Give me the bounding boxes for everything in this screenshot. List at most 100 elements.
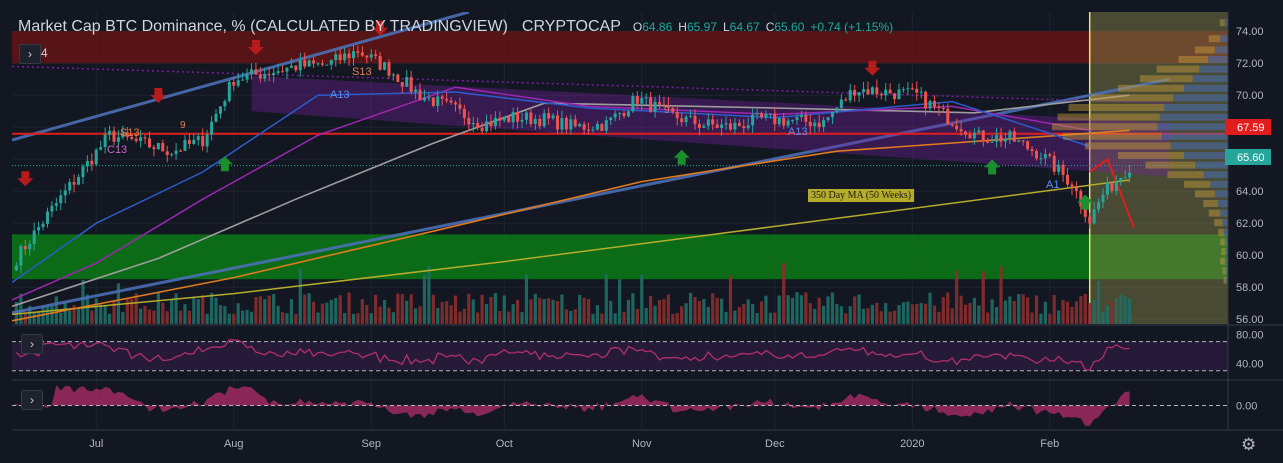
volume-bar	[857, 294, 861, 324]
candle-body	[955, 125, 959, 130]
rsi-pane-toggle-button[interactable]: ›	[21, 334, 43, 354]
volume-profile	[1052, 19, 1228, 284]
volume-bar	[1083, 293, 1087, 324]
volume-profile-bar	[1063, 132, 1162, 140]
indicators-toggle-button[interactable]: ›	[19, 44, 41, 64]
candle-body	[249, 69, 253, 75]
last-price-badge-bg	[1225, 149, 1271, 165]
candle-body	[187, 140, 191, 144]
candle-body	[196, 136, 200, 140]
volume-profile-bar	[1167, 171, 1204, 179]
volume-bar	[351, 313, 356, 324]
candle-body	[161, 142, 165, 152]
candle-body	[440, 96, 444, 99]
candle-body	[68, 182, 72, 191]
volume-profile-bar	[1225, 248, 1228, 255]
candle-body	[431, 97, 435, 106]
candle-body	[609, 117, 613, 121]
buy-signal-arrow	[216, 156, 233, 172]
volume-bar	[445, 301, 449, 324]
volume-bar	[542, 298, 546, 324]
gear-icon[interactable]: ⚙	[1241, 435, 1257, 454]
ma-blue-line	[12, 91, 1090, 284]
candle-body	[378, 55, 382, 70]
candle-body	[817, 122, 821, 127]
volume-bar	[813, 308, 817, 324]
volume-bar	[1101, 311, 1105, 324]
candle-body	[751, 114, 755, 126]
volume-bar	[657, 300, 662, 324]
candle-body	[866, 89, 870, 95]
volume-bar	[258, 296, 262, 324]
volume-bar	[711, 293, 715, 324]
volume-bar	[94, 298, 98, 324]
candle-body	[959, 129, 963, 132]
x-tick-label: Sep	[361, 438, 381, 450]
volume-bar	[396, 293, 400, 324]
volume-bar	[702, 298, 706, 324]
candle-body	[564, 118, 568, 130]
candle-body	[582, 124, 586, 130]
volume-bar	[635, 308, 639, 324]
x-tick-label: Oct	[496, 438, 513, 450]
y-tick-label: 64.00	[1236, 186, 1264, 198]
buy-signal-arrow	[673, 149, 690, 165]
candle-body	[1012, 131, 1016, 142]
candle-body	[396, 74, 400, 82]
volume-bar	[649, 295, 653, 324]
volume-bar	[205, 313, 209, 324]
chart-title: Market Cap BTC Dominance, % (CALCULATED …	[18, 18, 508, 35]
candle-body	[493, 117, 497, 127]
candle-body	[112, 130, 116, 142]
volume-bar	[112, 300, 116, 324]
volume-bar	[826, 296, 830, 324]
rsi-pane	[12, 339, 1228, 372]
chevron-right-icon: ›	[28, 47, 32, 61]
volume-bar	[458, 311, 462, 324]
candle-body	[591, 129, 595, 131]
volume-bar	[968, 303, 972, 324]
ma-gray-line	[12, 94, 1130, 308]
candle-body	[795, 117, 799, 120]
volume-bar	[201, 295, 205, 324]
candle-body	[165, 151, 169, 156]
sell-signal-arrow	[864, 60, 881, 76]
volume-bar	[848, 306, 852, 324]
candle-body	[697, 124, 701, 128]
volume-profile-bar	[1140, 75, 1193, 83]
oscillator-tick-label: 0.00	[1236, 401, 1257, 413]
candle-body	[702, 125, 706, 128]
candle-body	[671, 107, 675, 112]
candle-body	[351, 51, 355, 59]
y-tick-label: 56.00	[1236, 314, 1264, 326]
oscillator-pane-toggle-button[interactable]: ›	[21, 390, 43, 410]
candle-body	[245, 74, 249, 80]
candle-body	[737, 122, 741, 127]
exchange-symbol: CRYPTOCAP	[521, 18, 621, 35]
sell-signal-arrow	[247, 40, 264, 55]
volume-bar	[609, 300, 613, 324]
candle-body	[108, 130, 112, 135]
candle-body	[28, 244, 32, 250]
chevron-right-icon: ›	[30, 393, 34, 407]
y-tick-label: 58.00	[1236, 282, 1264, 294]
candle-body	[405, 77, 409, 87]
volume-bar	[728, 275, 733, 324]
volume-profile-bar	[1118, 152, 1184, 159]
volume-bar	[955, 270, 959, 324]
volume-bar	[626, 299, 631, 324]
volume-bar	[196, 299, 200, 324]
ma-purple-line	[12, 86, 1090, 301]
volume-bar	[507, 311, 511, 324]
volume-bar	[666, 294, 670, 324]
candle-body	[258, 74, 262, 79]
volume-bar	[232, 313, 236, 324]
volume-bar	[963, 304, 968, 324]
candle-body	[241, 79, 245, 81]
volume-bar	[764, 295, 768, 324]
volume-bar	[906, 301, 910, 324]
volume-bar	[19, 293, 23, 324]
volume-bar	[1043, 301, 1047, 324]
candle-body	[1066, 174, 1070, 185]
